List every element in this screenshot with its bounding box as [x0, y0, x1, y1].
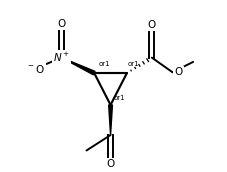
Text: O: O	[106, 159, 114, 169]
Text: $^-$O: $^-$O	[26, 63, 45, 75]
Text: or1: or1	[98, 61, 110, 67]
Polygon shape	[108, 105, 112, 135]
Text: O: O	[147, 20, 155, 30]
Text: $N^+$: $N^+$	[53, 51, 70, 64]
Text: O: O	[57, 19, 65, 29]
Polygon shape	[61, 58, 95, 75]
Text: or1: or1	[114, 95, 125, 101]
Text: O: O	[174, 67, 182, 77]
Text: or1: or1	[127, 61, 139, 67]
